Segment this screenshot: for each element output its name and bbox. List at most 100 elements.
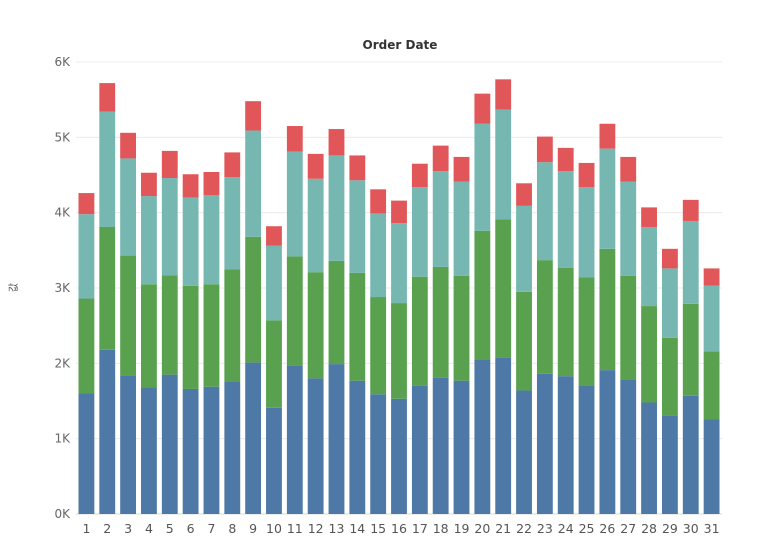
bar-segment-day-6-series-3 — [182, 197, 199, 286]
bar-segment-day-30-series-1 — [682, 395, 699, 514]
x-tick-label: 25 — [579, 521, 595, 536]
bar-segment-day-24-series-2 — [557, 267, 574, 377]
bar-segment-day-29-series-4 — [661, 248, 678, 269]
bar-segment-day-20-series-2 — [474, 230, 491, 360]
bar-segment-day-17-series-3 — [411, 187, 428, 277]
bar-segment-day-5-series-1 — [161, 374, 178, 514]
bar-segment-day-10-series-4 — [266, 226, 282, 246]
bar-segment-day-2-series-4 — [99, 83, 116, 112]
y-tick-label: 0K — [54, 507, 71, 521]
x-tick-label: 24 — [558, 521, 574, 536]
bar-segment-day-27-series-1 — [620, 379, 637, 514]
x-tick-label: 2 — [103, 521, 111, 536]
bar-segment-day-21-series-4 — [495, 79, 512, 110]
bar-segment-day-25-series-4 — [578, 162, 595, 188]
x-tick-label: 3 — [124, 521, 132, 536]
bar-segment-day-31-series-4 — [703, 268, 720, 286]
bar-segment-day-28-series-1 — [641, 402, 657, 514]
bar-segment-day-19-series-1 — [453, 380, 470, 514]
x-tick-label: 6 — [187, 521, 195, 536]
bar-segment-day-23-series-3 — [536, 162, 553, 261]
bar-segment-day-7-series-2 — [203, 284, 220, 387]
bar-segment-day-5-series-3 — [161, 178, 178, 276]
bar-segment-day-8-series-1 — [224, 381, 241, 514]
bar-segment-day-31-series-1 — [703, 419, 720, 514]
bar-segment-day-23-series-2 — [536, 260, 553, 374]
bar-segment-day-17-series-1 — [411, 385, 428, 514]
bar-segment-day-27-series-2 — [620, 275, 637, 380]
bar-segment-day-3-series-3 — [120, 158, 137, 256]
bar-segment-day-22-series-1 — [516, 390, 532, 514]
bar-segment-day-9-series-2 — [245, 236, 262, 363]
x-tick-label: 22 — [516, 521, 532, 536]
bar-segment-day-11-series-2 — [286, 256, 303, 366]
y-tick-label: 2K — [54, 356, 71, 370]
x-tick-label: 9 — [249, 521, 257, 536]
bar-segment-day-26-series-2 — [599, 248, 616, 371]
bar-segment-day-20-series-1 — [474, 359, 491, 514]
chart-title: Order Date — [362, 38, 438, 52]
bar-segment-day-16-series-4 — [391, 200, 407, 224]
x-tick-label: 14 — [349, 521, 365, 536]
y-tick-label: 6K — [54, 55, 71, 69]
y-tick-label: 3K — [54, 281, 71, 295]
bar-segment-day-25-series-2 — [578, 277, 595, 386]
x-tick-label: 15 — [370, 521, 386, 536]
bar-segment-day-15-series-2 — [370, 297, 387, 395]
bar-segment-day-27-series-3 — [620, 181, 637, 276]
bar-segment-day-8-series-2 — [224, 269, 241, 382]
bar-segment-day-24-series-1 — [557, 376, 574, 514]
bar-segment-day-6-series-1 — [182, 388, 199, 514]
bar-segment-day-22-series-2 — [516, 291, 532, 391]
bar-segment-day-6-series-4 — [182, 174, 199, 198]
x-tick-label: 28 — [641, 521, 657, 536]
bar-segment-day-14-series-4 — [349, 155, 366, 181]
x-tick-label: 20 — [474, 521, 490, 536]
bar-segment-day-18-series-4 — [432, 145, 449, 172]
x-tick-label: 19 — [454, 521, 470, 536]
x-tick-label: 23 — [537, 521, 553, 536]
x-tick-label: 21 — [495, 521, 511, 536]
bar-segment-day-18-series-1 — [432, 377, 449, 514]
bar-segment-day-6-series-2 — [182, 285, 199, 389]
bar-segment-day-16-series-3 — [391, 223, 407, 304]
bar-segment-day-1-series-4 — [78, 193, 95, 215]
bar-segment-day-10-series-3 — [266, 245, 282, 321]
bar-segment-day-3-series-1 — [120, 375, 137, 514]
bar-segment-day-30-series-4 — [682, 199, 699, 221]
x-tick-label: 13 — [329, 521, 345, 536]
x-tick-label: 18 — [433, 521, 449, 536]
bar-segment-day-13-series-2 — [328, 260, 345, 365]
bar-segment-day-3-series-2 — [120, 255, 137, 376]
x-tick-label: 30 — [683, 521, 699, 536]
bar-segment-day-14-series-3 — [349, 180, 366, 273]
bar-segment-day-4-series-4 — [141, 172, 157, 197]
bar-segment-day-16-series-2 — [391, 303, 407, 399]
bar-segment-day-2-series-1 — [99, 349, 116, 514]
bar-segment-day-12-series-1 — [307, 378, 324, 514]
bar-segment-day-30-series-2 — [682, 303, 699, 396]
bar-segment-day-21-series-2 — [495, 219, 512, 358]
bar-segment-day-12-series-2 — [307, 272, 324, 379]
bar-segment-day-31-series-2 — [703, 351, 720, 420]
bar-segment-day-28-series-2 — [641, 306, 657, 403]
x-tick-label: 27 — [620, 521, 636, 536]
x-tick-label: 5 — [166, 521, 174, 536]
bar-segment-day-4-series-2 — [141, 284, 157, 388]
bar-segment-day-13-series-4 — [328, 129, 345, 156]
bar-segment-day-1-series-2 — [78, 298, 95, 394]
bar-segment-day-9-series-1 — [245, 362, 262, 514]
bar-segment-day-7-series-1 — [203, 386, 220, 514]
bar-segment-day-23-series-4 — [536, 136, 553, 163]
bar-segment-day-11-series-1 — [286, 365, 303, 514]
x-tick-label: 17 — [412, 521, 428, 536]
bar-segment-day-19-series-2 — [453, 275, 470, 381]
bar-segment-day-26-series-3 — [599, 148, 616, 249]
bar-segment-day-29-series-2 — [661, 337, 678, 416]
bar-segment-day-25-series-3 — [578, 187, 595, 278]
bar-segment-day-4-series-3 — [141, 196, 157, 285]
x-tick-label: 26 — [599, 521, 615, 536]
bar-segment-day-7-series-3 — [203, 195, 220, 285]
